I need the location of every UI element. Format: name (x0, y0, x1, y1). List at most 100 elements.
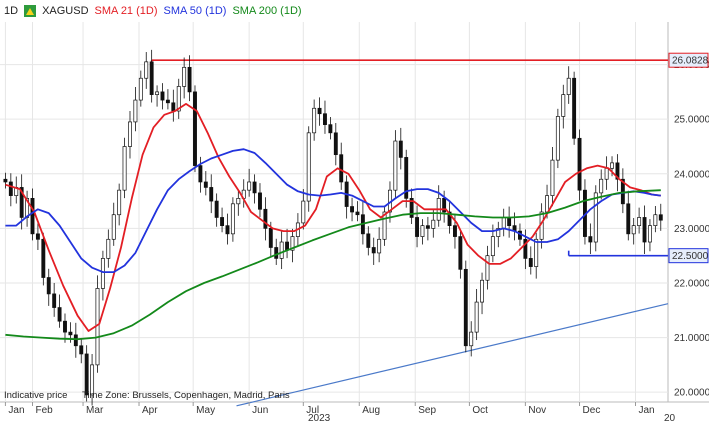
candle-body (160, 91, 165, 101)
candle-body (599, 178, 604, 194)
reference-lines (150, 59, 669, 407)
candle-body (198, 165, 203, 183)
x-tick-label: Aug (362, 405, 380, 416)
sma200-line (5, 189, 661, 341)
candle-body (90, 364, 95, 396)
symbol-logo-icon (24, 5, 37, 17)
candle-body (350, 206, 355, 213)
candle-body (8, 181, 13, 196)
candle-body (528, 258, 533, 267)
candle-body (220, 217, 225, 226)
candle-body (647, 225, 652, 243)
candle-body (469, 331, 474, 347)
symbol-name[interactable]: XAGUSD (42, 5, 89, 17)
candle-body (626, 203, 631, 235)
candle-body (393, 140, 398, 191)
candle-body (333, 132, 338, 156)
candle-body (57, 307, 62, 322)
next-year-label: 20 (664, 413, 676, 424)
candle-body (404, 157, 409, 199)
y-tick-label: 21.0000 (674, 333, 709, 344)
candle-body (577, 137, 582, 191)
candle-body (263, 208, 268, 229)
candle-body (377, 238, 382, 254)
candle-body (225, 225, 230, 235)
x-tick-label: Dec (583, 405, 601, 416)
candle-body (41, 238, 46, 278)
grid (0, 22, 709, 403)
candle-body (425, 225, 430, 229)
candle-body (561, 94, 566, 117)
candle-body (138, 77, 143, 101)
candle-body (301, 200, 306, 224)
year-label: 2023 (308, 413, 331, 424)
candle-body (128, 121, 132, 147)
candle-body (658, 214, 663, 221)
candle-body (63, 320, 67, 333)
candle-body (637, 217, 642, 226)
candle-body (236, 198, 241, 205)
candle-body (501, 217, 506, 229)
price-tag-box (668, 52, 709, 68)
candle-body (566, 77, 571, 95)
candle-body (100, 258, 105, 289)
candle-body (165, 99, 170, 104)
candle-body (155, 91, 160, 95)
candle-body (317, 107, 322, 115)
legend-sma50[interactable]: SMA 50 (1D) (163, 5, 227, 17)
x-tick-label: Mar (86, 405, 104, 416)
candle-body (442, 198, 447, 213)
legend-sma200[interactable]: SMA 200 (1D) (232, 5, 302, 17)
x-tick-label: Nov (528, 405, 546, 416)
candle-body (122, 146, 127, 191)
legend-sma21[interactable]: SMA 21 (1D) (94, 5, 158, 17)
candle-body (30, 198, 35, 235)
price-tag-box (668, 248, 709, 264)
candle-body (490, 236, 495, 257)
candle-body (572, 77, 577, 139)
y-tick-label: 20.0000 (674, 388, 709, 399)
candle-body (339, 154, 344, 183)
candle-body (447, 211, 452, 226)
candle-body (458, 236, 463, 270)
candle-body (415, 217, 419, 237)
x-tick-label: Oct (472, 405, 488, 416)
candle-body (3, 178, 8, 183)
candle-body (279, 241, 284, 259)
candle-body (496, 228, 501, 237)
candle-body (182, 66, 187, 87)
candle-body (176, 86, 181, 112)
candle-body (610, 162, 614, 169)
candle-body (214, 200, 219, 218)
candle-body (328, 124, 333, 134)
candle-body (409, 198, 414, 218)
candle-body (545, 195, 549, 213)
candle-body (171, 102, 176, 112)
candle-body (593, 192, 598, 243)
candle-body (453, 225, 457, 237)
candle-body (463, 268, 468, 347)
price-tag-label: 22.5000 (672, 251, 709, 262)
y-tick-label: 24.0000 (674, 169, 709, 180)
candle-body (111, 214, 116, 240)
ascending-trend-line (236, 303, 669, 407)
x-tick-label: Jul (306, 405, 319, 416)
candle-body (312, 107, 317, 134)
candle-body (555, 116, 560, 161)
y-tick-label: 25.0000 (674, 115, 709, 126)
candle-body (52, 293, 57, 308)
candle-body (588, 236, 593, 243)
candle-body (366, 233, 371, 248)
interval-label[interactable]: 1D (4, 5, 19, 17)
candle-body (420, 225, 425, 237)
x-tick-label: Feb (35, 405, 53, 416)
y-tick-label: 23.0000 (674, 224, 709, 235)
x-tick-label: Jun (252, 405, 268, 416)
candle-body (73, 334, 78, 347)
candle-body (258, 192, 262, 210)
y-tick-label: 22.0000 (674, 278, 709, 289)
candle-body (209, 187, 214, 202)
candle-body (382, 211, 387, 240)
candle-body (615, 162, 620, 180)
